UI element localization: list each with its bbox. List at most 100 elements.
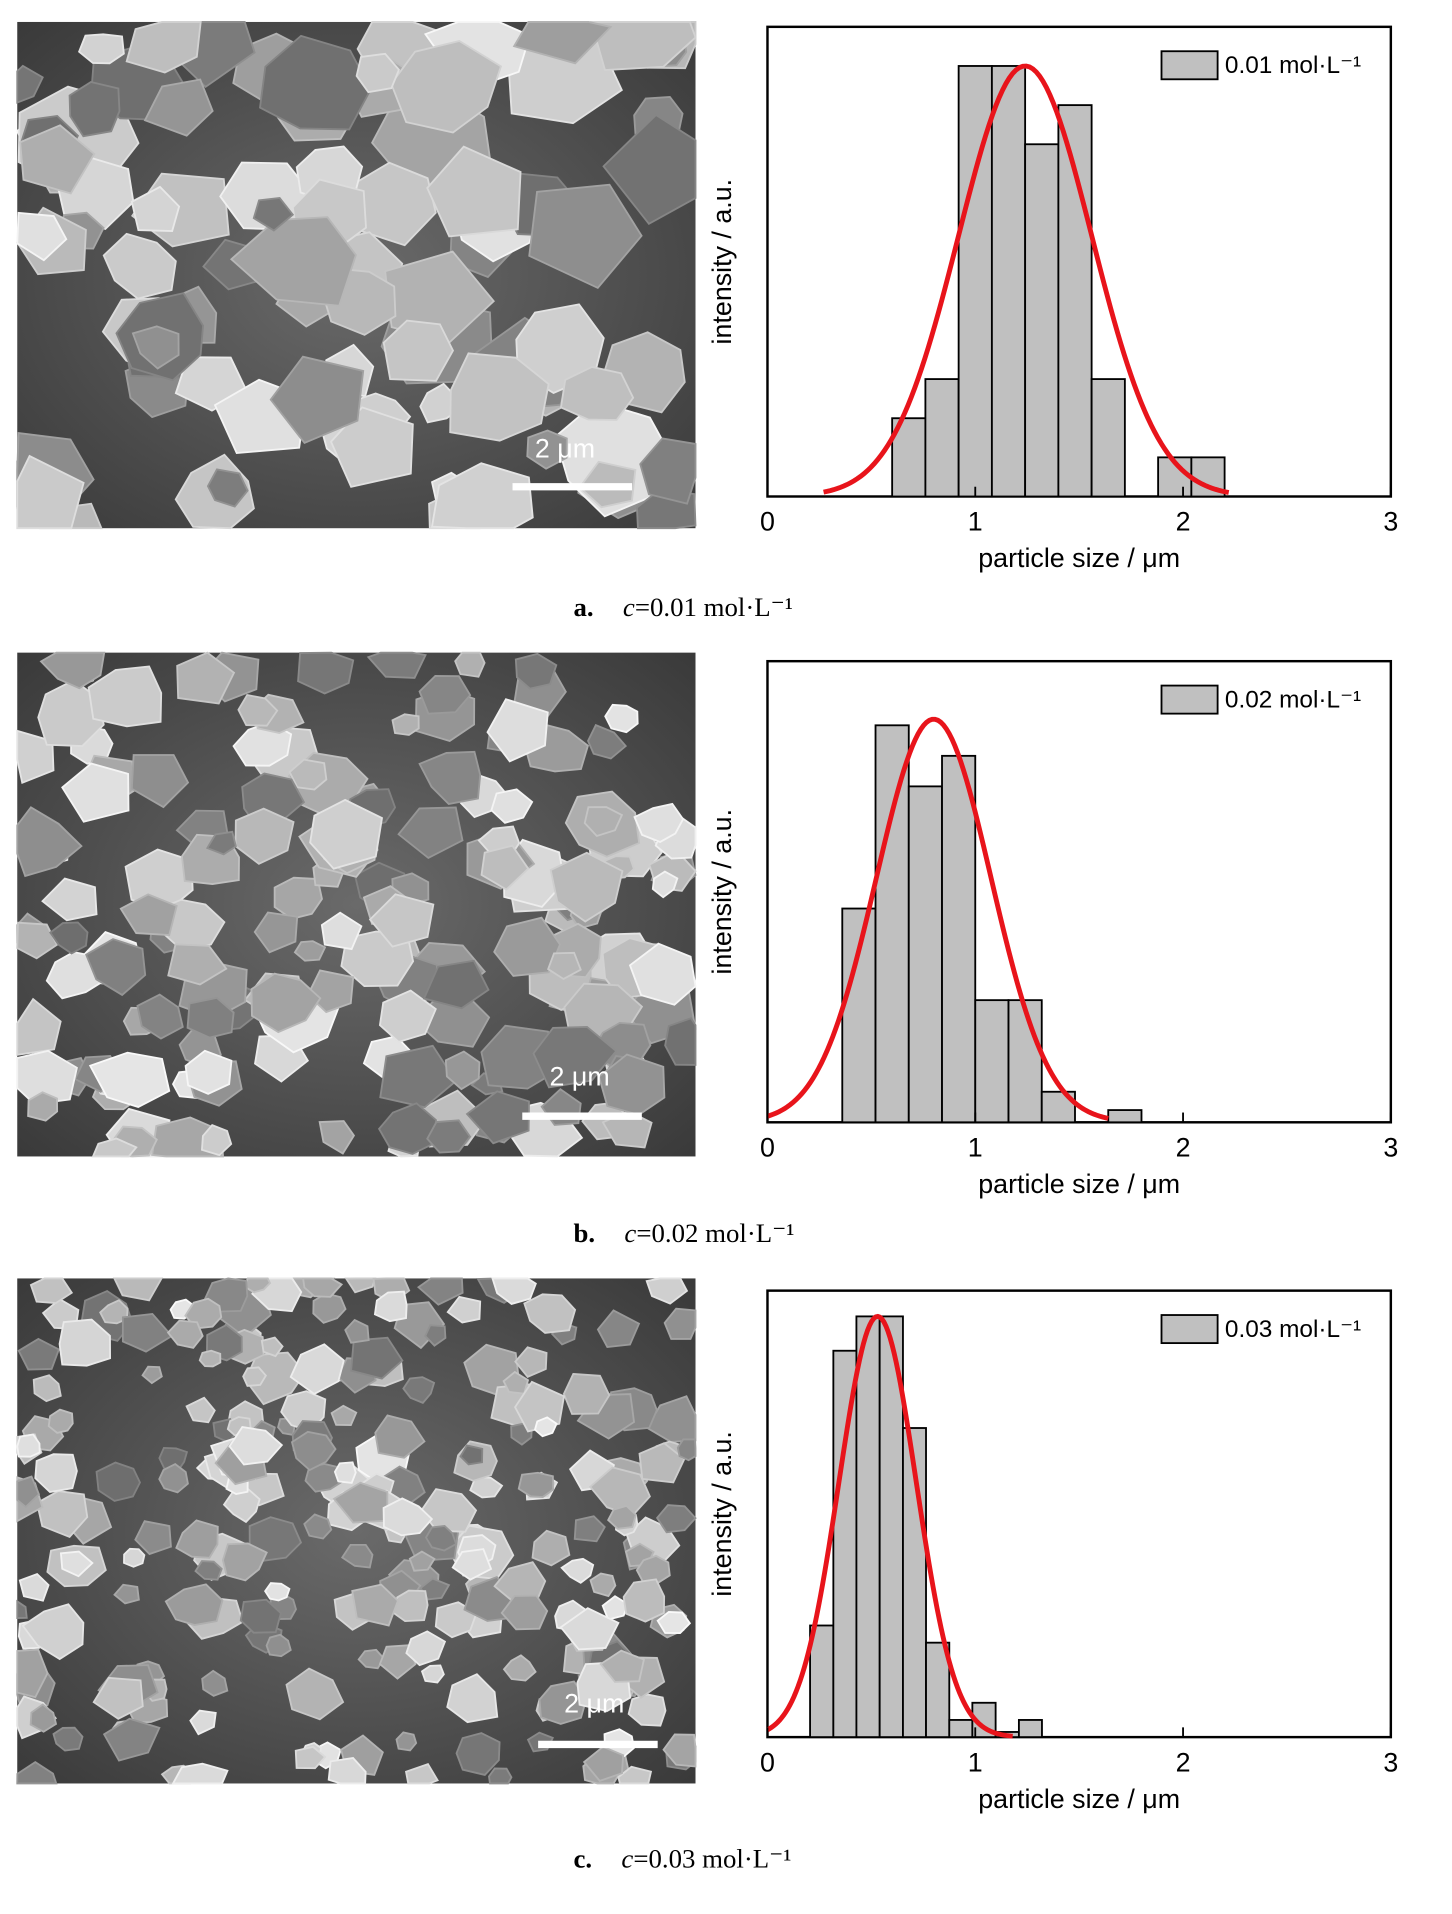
caption-text: =0.02 mol·L⁻¹ — [636, 1218, 794, 1248]
crystal — [628, 942, 697, 1006]
crystal — [664, 1017, 697, 1066]
crystal — [582, 1745, 625, 1782]
crystal — [16, 211, 68, 262]
crystal — [318, 1120, 356, 1155]
caption-text: =0.03 mol·L⁻¹ — [633, 1844, 791, 1874]
crystal — [377, 1102, 437, 1155]
crystal — [517, 1471, 554, 1498]
x-tick-label: 0 — [760, 1747, 775, 1777]
crystal — [229, 216, 357, 307]
crystal — [205, 830, 237, 856]
x-tick-label: 1 — [968, 1132, 983, 1162]
crystal — [186, 996, 235, 1039]
x-tick-label: 1 — [968, 507, 983, 537]
crystal — [676, 1438, 697, 1462]
crystal — [27, 1091, 59, 1122]
histogram-bar — [941, 754, 977, 1124]
crystal — [288, 758, 328, 791]
crystal — [449, 352, 550, 442]
crystal — [382, 319, 455, 382]
y-axis-label: intensity / a.u. — [707, 809, 737, 975]
crystal — [16, 729, 55, 785]
crystal — [239, 1598, 282, 1634]
crystal — [253, 911, 299, 954]
crystal — [252, 197, 295, 232]
x-tick-label: 3 — [1383, 1747, 1398, 1777]
crystal — [420, 1664, 445, 1684]
crystal — [164, 1583, 224, 1626]
crystal — [491, 1277, 537, 1305]
crystal — [16, 1433, 41, 1458]
x-tick-label: 2 — [1176, 1132, 1191, 1162]
crystal — [589, 1572, 617, 1598]
crystal — [560, 1557, 595, 1584]
x-tick-label: 0 — [760, 507, 775, 537]
legend-label: 0.02 mol·L⁻¹ — [1225, 687, 1361, 714]
legend-label: 0.01 mol·L⁻¹ — [1225, 52, 1361, 79]
histogram-bar — [1017, 1719, 1043, 1739]
crystal — [418, 750, 482, 806]
crystal — [651, 870, 679, 899]
crystal — [123, 1547, 146, 1568]
crystal — [130, 185, 181, 232]
crystal — [201, 1669, 229, 1697]
crystal — [604, 703, 639, 734]
crystal — [16, 454, 85, 530]
crystal — [29, 1703, 58, 1733]
crystal — [260, 1336, 284, 1358]
crystal — [136, 993, 184, 1040]
scale-bar-label: 2 μm — [550, 1062, 610, 1092]
crystal — [293, 940, 327, 962]
crystal — [18, 1572, 50, 1602]
fit-curve — [766, 716, 1109, 1121]
histogram-bar — [1090, 378, 1126, 498]
crystal — [531, 1529, 571, 1567]
crystal — [559, 365, 635, 421]
crystal — [514, 1380, 566, 1433]
crystal — [16, 1475, 41, 1509]
crystal — [596, 1309, 641, 1348]
histogram-bar — [907, 785, 943, 1124]
crystal — [113, 1583, 140, 1605]
x-tick-label: 3 — [1383, 507, 1398, 537]
crystal — [562, 1373, 611, 1415]
crystal — [234, 807, 295, 865]
crystal — [243, 1277, 272, 1294]
crystal — [221, 1542, 268, 1582]
crystal — [59, 1550, 94, 1578]
fit-curve — [766, 1313, 1013, 1739]
crystal — [171, 1762, 229, 1785]
crystal — [99, 1299, 129, 1325]
crystal — [602, 113, 697, 226]
x-tick-label: 0 — [760, 1132, 775, 1162]
caption-label: b. — [574, 1218, 596, 1248]
crystal — [130, 754, 190, 809]
crystal — [357, 1648, 385, 1670]
crystal — [68, 80, 121, 138]
x-axis-label: particle size / μm — [978, 1169, 1180, 1199]
crystal — [607, 1504, 638, 1530]
crystal — [638, 1442, 686, 1484]
x-tick-label: 1 — [968, 1747, 983, 1777]
histogram-bar — [990, 65, 1027, 498]
crystal — [382, 1497, 434, 1537]
crystal — [294, 1745, 327, 1770]
crystal — [523, 1293, 577, 1334]
crystal — [176, 651, 236, 705]
crystal — [29, 1277, 74, 1305]
crystal — [125, 21, 202, 74]
y-axis-label: intensity / a.u. — [707, 1431, 737, 1597]
crystal — [61, 762, 130, 823]
crystal — [355, 52, 401, 94]
crystal — [85, 938, 147, 997]
crystal — [502, 1654, 537, 1682]
crystal — [175, 1519, 219, 1559]
crystal — [228, 1426, 284, 1466]
crystal — [404, 1762, 439, 1785]
crystal — [424, 1524, 458, 1552]
crystal — [549, 851, 624, 923]
crystal — [189, 1709, 217, 1736]
crystal — [418, 675, 472, 715]
crystal — [16, 1599, 28, 1619]
crystal — [242, 1366, 267, 1387]
